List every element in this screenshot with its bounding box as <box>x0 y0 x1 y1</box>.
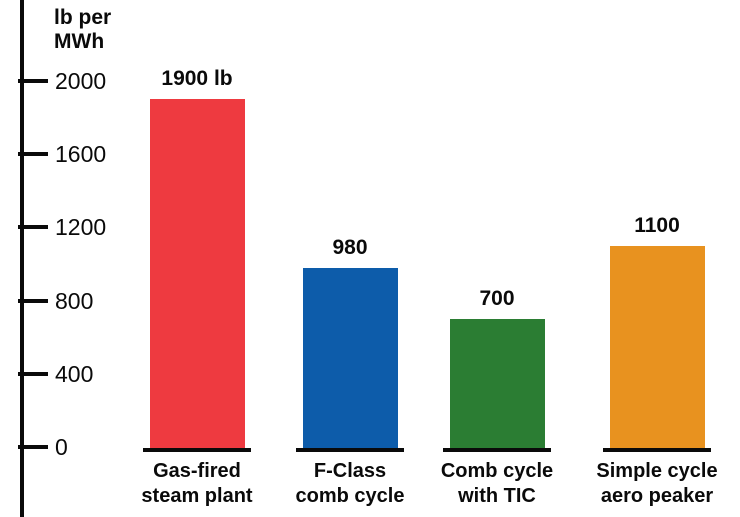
category-label-comb-cycle-with-tic-line2: with TIC <box>458 485 536 507</box>
category-label-gas-fired-steam-plant-line2: steam plant <box>141 485 253 507</box>
y-tick-label-800: 800 <box>55 287 94 314</box>
value-label-simple-cycle-aero-peaker: 1100 <box>634 213 680 237</box>
category-label-comb-cycle-with-tic-line1: Comb cycle <box>440 460 554 482</box>
category-label-f-class-comb-cycle: F-Class comb cycle <box>260 459 440 509</box>
category-label-gas-fired-steam-plant-line1: Gas-fired <box>153 460 241 482</box>
category-label-simple-cycle-aero-peaker: Simple cycle aero peaker <box>567 459 740 509</box>
baseline-gas-fired-steam-plant <box>143 448 251 452</box>
y-tick-mark-1600 <box>18 152 48 157</box>
value-label-comb-cycle-with-tic: 700 <box>479 286 515 310</box>
y-axis-unit-line1: lb per <box>54 6 112 29</box>
category-label-f-class-comb-cycle-line2: comb cycle <box>295 485 405 507</box>
value-label-gas-fired-steam-plant: 1900 lb <box>161 67 233 91</box>
y-tick-label-0: 0 <box>55 434 68 460</box>
category-label-gas-fired-steam-plant: Gas-fired steam plant <box>107 459 287 509</box>
y-tick-mark-2000 <box>18 79 48 83</box>
y-tick-label-1600: 1600 <box>55 141 107 168</box>
bar-gas-fired-steam-plant <box>149 99 245 448</box>
y-axis-unit-label: lb per MWh <box>54 6 111 54</box>
category-label-simple-cycle-aero-peaker-line2: aero peaker <box>600 485 714 507</box>
y-tick-mark-400 <box>18 371 48 376</box>
category-label-f-class-comb-cycle-line1: F-Class <box>313 460 387 482</box>
baseline-simple-cycle-aero-peaker <box>603 448 711 452</box>
baseline-comb-cycle-with-tic <box>443 448 551 452</box>
category-label-comb-cycle-with-tic: Comb cycle with TIC <box>407 459 587 509</box>
y-tick-label-400: 400 <box>55 360 94 387</box>
bar-simple-cycle-aero-peaker <box>609 245 705 448</box>
y-tick-label-1200: 1200 <box>55 214 107 241</box>
bar-comb-cycle-with-tic <box>449 318 545 448</box>
y-tick-mark-1200 <box>18 225 48 230</box>
y-tick-mark-0 <box>18 445 48 449</box>
category-label-simple-cycle-aero-peaker-line1: Simple cycle <box>596 460 718 482</box>
y-axis-line <box>20 0 24 517</box>
bar-f-class-comb-cycle <box>302 267 398 448</box>
baseline-f-class-comb-cycle <box>296 448 404 452</box>
y-tick-mark-800 <box>18 298 48 303</box>
value-label-f-class-comb-cycle: 980 <box>332 235 368 259</box>
y-tick-label-2000: 2000 <box>55 68 107 94</box>
y-axis-unit-line2: MWh <box>54 30 105 53</box>
